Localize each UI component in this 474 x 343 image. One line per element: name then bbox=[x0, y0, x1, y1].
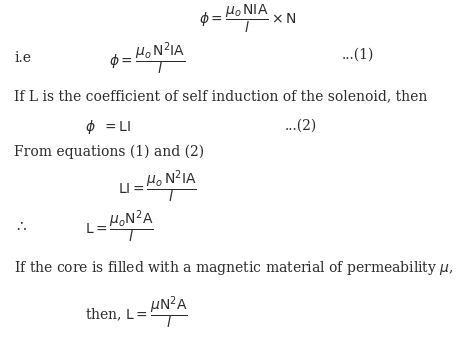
Text: $\phi = \dfrac{\mu_o \, \mathrm{NIA}}{l} \times \mathrm{N}$: $\phi = \dfrac{\mu_o \, \mathrm{NIA}}{l}… bbox=[199, 3, 296, 35]
Text: $\phi = \dfrac{\mu_o \, \mathrm{N^2IA}}{l}$: $\phi = \dfrac{\mu_o \, \mathrm{N^2IA}}{… bbox=[109, 40, 185, 77]
Text: $\mathrm{LI} = \dfrac{\mu_o \, \mathrm{N^2IA}}{l}$: $\mathrm{LI} = \dfrac{\mu_o \, \mathrm{N… bbox=[118, 168, 198, 205]
Text: From equations (1) and (2): From equations (1) and (2) bbox=[14, 144, 204, 159]
Text: $\therefore$: $\therefore$ bbox=[14, 220, 28, 233]
Text: If the core is filled with a magnetic material of permeability $\mu$,: If the core is filled with a magnetic ma… bbox=[14, 259, 454, 276]
Text: ...(1): ...(1) bbox=[341, 48, 374, 62]
Text: If L is the coefficient of self induction of the solenoid, then: If L is the coefficient of self inductio… bbox=[14, 89, 428, 103]
Text: ...(2): ...(2) bbox=[284, 118, 317, 132]
Text: then, $\mathrm{L} = \dfrac{\mu \mathrm{N^2A}}{l}$: then, $\mathrm{L} = \dfrac{\mu \mathrm{N… bbox=[85, 294, 188, 331]
Text: $\phi \;\; = \mathrm{LI}$: $\phi \;\; = \mathrm{LI}$ bbox=[85, 118, 131, 136]
Text: i.e: i.e bbox=[14, 51, 31, 65]
Text: $\mathrm{L} = \dfrac{\mu_o \mathrm{N^2A}}{l}$: $\mathrm{L} = \dfrac{\mu_o \mathrm{N^2A}… bbox=[85, 208, 154, 245]
